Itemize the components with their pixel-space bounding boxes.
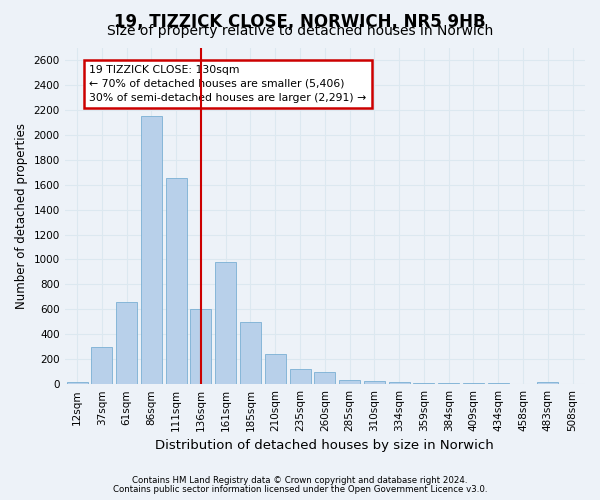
Bar [364, 381, 385, 384]
Bar [91, 347, 112, 384]
Bar [265, 354, 286, 384]
Bar [389, 382, 410, 384]
Bar [463, 383, 484, 384]
Bar [190, 310, 211, 384]
Text: Contains HM Land Registry data © Crown copyright and database right 2024.: Contains HM Land Registry data © Crown c… [132, 476, 468, 485]
Text: Size of property relative to detached houses in Norwich: Size of property relative to detached ho… [107, 24, 493, 38]
Text: Contains public sector information licensed under the Open Government Licence v3: Contains public sector information licen… [113, 485, 487, 494]
Text: 19 TIZZICK CLOSE: 130sqm
← 70% of detached houses are smaller (5,406)
30% of sem: 19 TIZZICK CLOSE: 130sqm ← 70% of detach… [89, 65, 367, 103]
Bar [141, 116, 162, 384]
Bar [314, 372, 335, 384]
Bar [240, 322, 261, 384]
Bar [215, 262, 236, 384]
Text: 19, TIZZICK CLOSE, NORWICH, NR5 9HB: 19, TIZZICK CLOSE, NORWICH, NR5 9HB [114, 12, 486, 30]
X-axis label: Distribution of detached houses by size in Norwich: Distribution of detached houses by size … [155, 440, 494, 452]
Bar [438, 383, 459, 384]
Bar [339, 380, 360, 384]
Bar [413, 383, 434, 384]
Bar [67, 382, 88, 384]
Bar [538, 382, 559, 384]
Bar [116, 302, 137, 384]
Bar [166, 178, 187, 384]
Y-axis label: Number of detached properties: Number of detached properties [15, 123, 28, 309]
Bar [290, 369, 311, 384]
